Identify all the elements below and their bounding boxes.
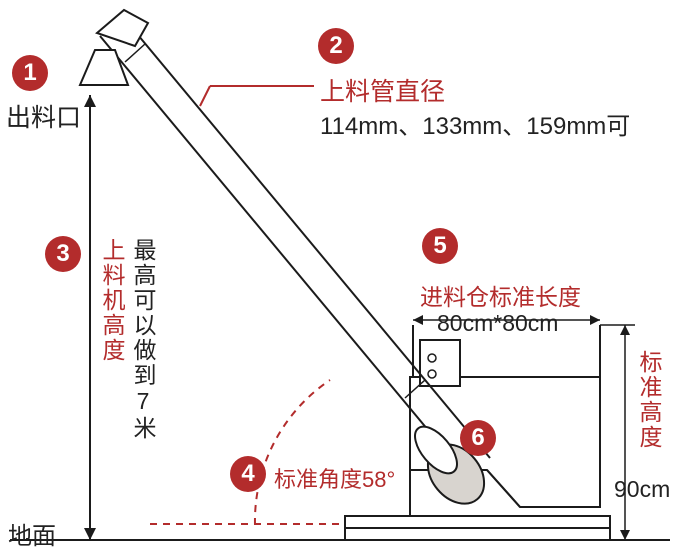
badge-2: 2 (318, 28, 354, 64)
label-pipe-sizes: 114mm、133mm、159mm可 (320, 106, 630, 141)
label-outlet: 出料口 (6, 98, 81, 134)
badge-2-num: 2 (329, 32, 342, 60)
label-hopper-title: 进料仓标准长度 (420, 278, 581, 312)
label-pipe-title: 上料管直径 (320, 72, 445, 108)
label-std-height-title: 标准高度 (632, 350, 666, 450)
label-std-height-val: 90cm (614, 476, 670, 503)
diagram-stage: 1 2 3 4 5 6 出料口 上料管直径 114mm、133mm、159mm可… (0, 0, 674, 550)
badge-1-num: 1 (23, 59, 36, 87)
badge-6: 6 (460, 420, 496, 456)
label-ground: 地面 (8, 516, 56, 551)
badge-4-num: 4 (241, 460, 254, 488)
badge-5-num: 5 (433, 232, 446, 260)
badge-5: 5 (422, 228, 458, 264)
badge-3: 3 (45, 236, 81, 272)
label-height-desc: 最高可以做到7米 (126, 238, 160, 441)
badge-3-num: 3 (56, 240, 69, 268)
badge-1: 1 (12, 55, 48, 91)
label-height-title: 上料机高度 (95, 238, 129, 363)
label-angle: 标准角度58° (274, 462, 395, 494)
badge-6-num: 6 (471, 424, 484, 452)
badge-4: 4 (230, 456, 266, 492)
label-hopper-len: 80cm*80cm (437, 310, 558, 337)
